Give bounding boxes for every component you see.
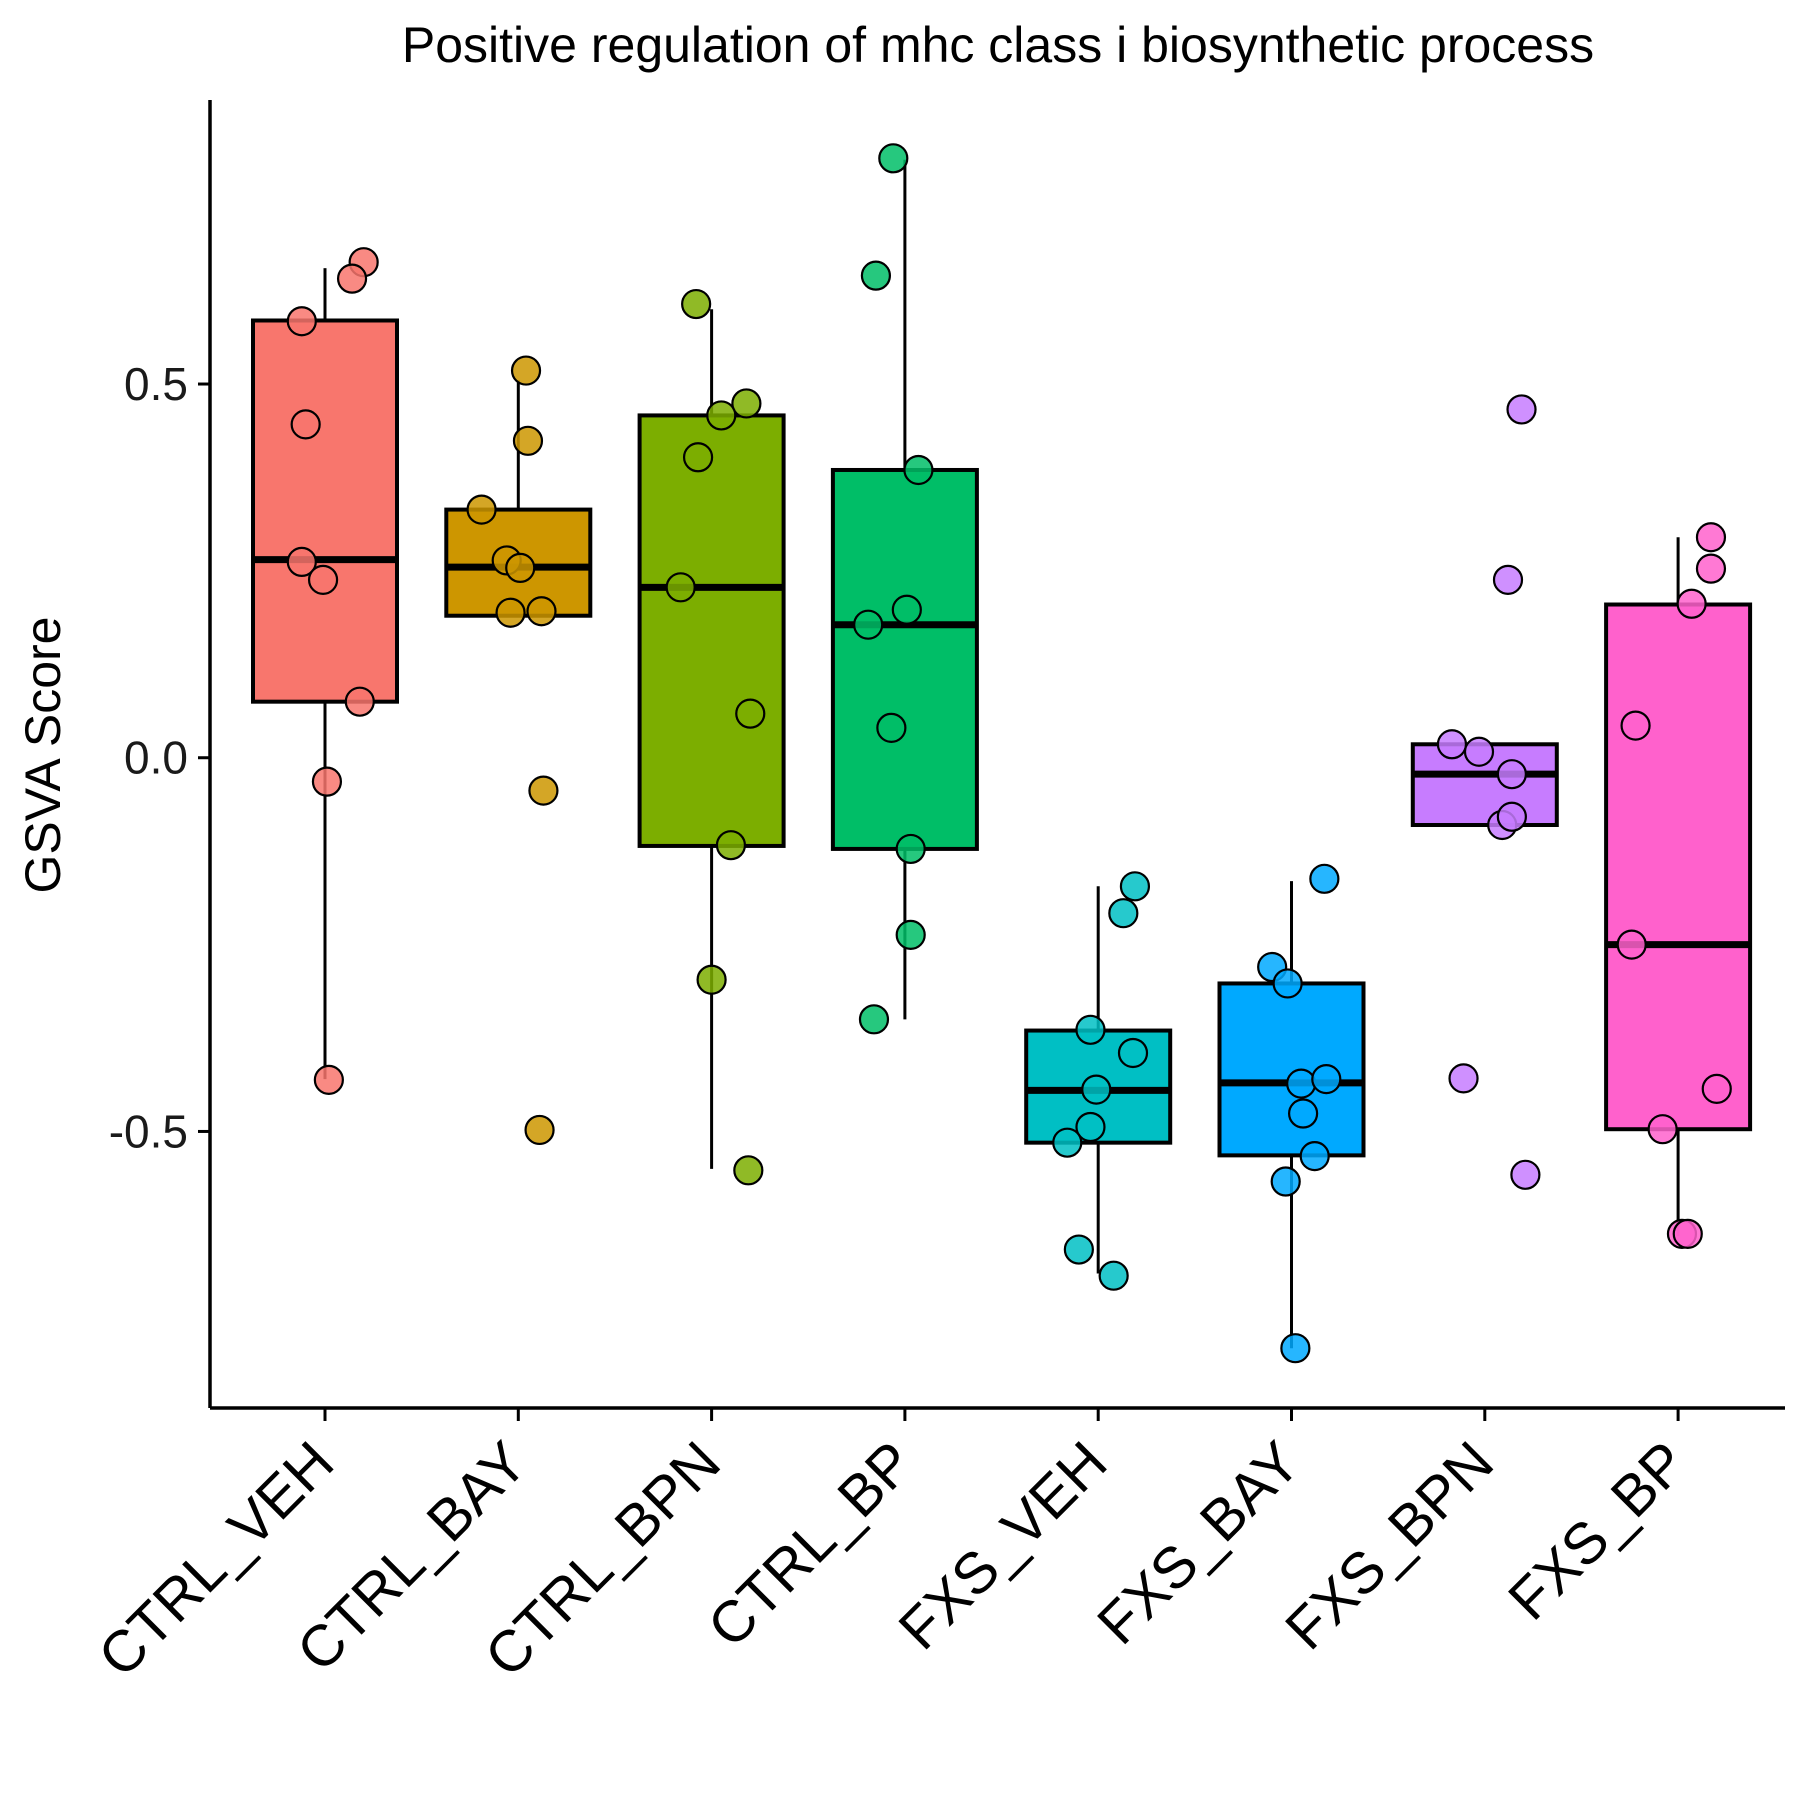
data-point [1676, 588, 1707, 619]
data-point [1616, 929, 1647, 960]
data-point [895, 833, 926, 865]
data-point [466, 494, 497, 525]
data-point [665, 572, 696, 603]
data-point [1287, 1098, 1319, 1129]
data-point [1052, 1127, 1083, 1158]
data-point [307, 564, 339, 595]
group-fxs-bpn [1410, 394, 1559, 1190]
data-point [1496, 759, 1527, 790]
group-ctrl-bay [444, 355, 593, 1146]
data-point [1496, 801, 1527, 832]
data-point [1492, 564, 1524, 595]
data-point [1620, 710, 1651, 741]
plot-area [251, 143, 1753, 1364]
data-point [1280, 1333, 1311, 1364]
data-point [524, 1114, 555, 1146]
data-point [1119, 871, 1151, 902]
data-point [895, 919, 926, 950]
data-point [1075, 1014, 1106, 1045]
x-tick-label: FXS_BPN [1273, 1429, 1506, 1662]
y-tick-label: 0.0 [124, 732, 188, 784]
data-point [1098, 1260, 1129, 1291]
data-point [1695, 522, 1727, 553]
data-point [1701, 1073, 1732, 1104]
data-point [311, 766, 343, 797]
data-point [510, 355, 542, 386]
data-point [903, 454, 934, 486]
box [1604, 602, 1753, 1132]
data-point [696, 964, 727, 995]
data-point [1647, 1114, 1678, 1145]
box [637, 413, 786, 848]
y-tick-label: -0.5 [109, 1105, 188, 1157]
data-point [715, 830, 747, 861]
data-point [1311, 1064, 1342, 1095]
data-point [512, 425, 544, 456]
data-point [1299, 1141, 1330, 1172]
data-point [505, 552, 536, 583]
data-point [858, 1004, 890, 1035]
data-point [1081, 1074, 1112, 1105]
data-point [1510, 1159, 1541, 1190]
data-point [681, 288, 712, 320]
data-point [1672, 1218, 1703, 1249]
data-point [1448, 1063, 1479, 1094]
data-point [733, 1155, 764, 1186]
chart-title: Positive regulation of mhc class i biosy… [402, 17, 1594, 73]
data-point [344, 686, 375, 717]
data-point [1309, 863, 1340, 894]
group-fxs-bp [1604, 522, 1753, 1249]
data-point [1286, 1068, 1317, 1099]
data-point [1117, 1037, 1149, 1069]
data-point [1272, 968, 1303, 999]
data-point [1075, 1111, 1106, 1143]
data-point [286, 306, 317, 337]
data-point [853, 609, 884, 640]
data-point [878, 143, 909, 174]
data-point [336, 263, 368, 294]
data-point [876, 712, 907, 743]
x-tick-label: FXS_BP [1496, 1429, 1699, 1632]
box [830, 467, 979, 851]
data-point [1108, 898, 1139, 929]
y-axis-label: GSVA Score [15, 617, 71, 894]
data-point [682, 442, 714, 473]
data-point [1506, 394, 1537, 425]
data-point [1695, 553, 1727, 584]
data-point [1270, 1166, 1301, 1197]
data-point [528, 775, 559, 806]
data-point [891, 594, 922, 625]
data-point [1436, 729, 1468, 760]
data-point [290, 409, 321, 440]
data-point [495, 597, 526, 628]
group-fxs-bay [1217, 863, 1366, 1364]
data-point [731, 388, 762, 419]
data-point [526, 596, 557, 627]
data-point [706, 400, 737, 431]
group-ctrl-bp [830, 143, 979, 1035]
data-point [1463, 736, 1495, 767]
x-tick-label: CTRL_BP [696, 1429, 927, 1660]
group-ctrl-bpn [637, 288, 786, 1186]
data-point [860, 260, 892, 291]
data-point [286, 546, 317, 578]
y-tick-label: 0.5 [124, 358, 188, 410]
box [251, 318, 399, 704]
group-fxs-veh [1024, 871, 1173, 1291]
box [1217, 981, 1366, 1158]
data-point [735, 698, 766, 729]
data-point [313, 1064, 344, 1095]
data-point [1063, 1234, 1094, 1265]
x-tick-label: FXS_VEH [887, 1429, 1120, 1662]
group-ctrl-veh [251, 247, 399, 1095]
